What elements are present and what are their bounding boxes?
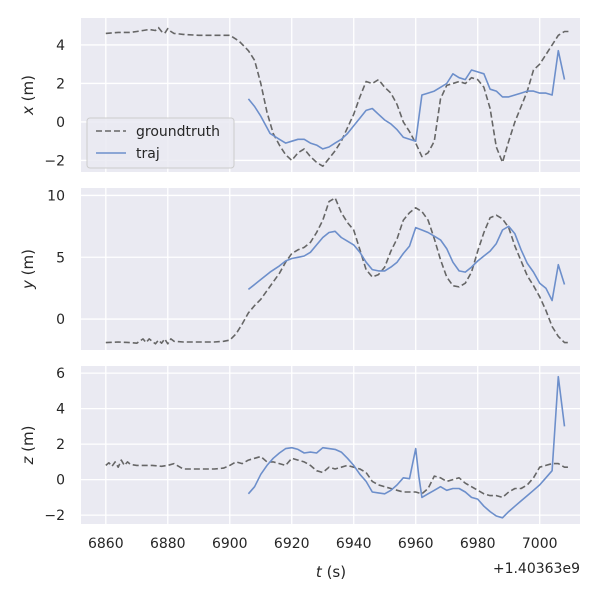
legend-traj-label: traj: [136, 146, 160, 162]
x-axis-label: t (s): [316, 563, 346, 581]
y-tick-label: 0: [56, 312, 65, 328]
y-tick-label: 6: [56, 366, 65, 382]
y-tick-label: 0: [56, 115, 65, 131]
y-axis-label: z (m): [19, 426, 37, 466]
x-tick-label: 7000: [522, 536, 558, 552]
series-line-traj: [247, 375, 566, 519]
panel-2: −2 0 2 4 6 z (m): [19, 366, 580, 524]
y-tick-label: 0: [56, 473, 65, 489]
x-tick-label: 6940: [336, 536, 372, 552]
panel-1: 0 5 10 y (m): [19, 188, 580, 350]
y-tick-label: 4: [56, 402, 65, 418]
x-tick-label: 6980: [460, 536, 496, 552]
series-group: [105, 375, 571, 519]
y-tick-label: 2: [56, 76, 65, 92]
y-axis-label: y (m): [19, 249, 37, 290]
series-line-traj: [247, 49, 566, 150]
y-tick-label: 4: [56, 38, 65, 54]
x-tick-label: 6900: [212, 536, 248, 552]
legend-groundtruth-label: groundtruth: [136, 124, 220, 140]
panel-background: [81, 188, 580, 350]
legend: groundtruth traj: [86, 117, 235, 169]
y-axis-label: x (m): [19, 75, 37, 116]
chart-panels: −2 0 2 4 x (m) 0 5 10 y (m) −2 0 2 4 6 z (m) 6860 6880 69…: [19, 18, 580, 552]
panel-background: [81, 366, 580, 524]
series-group: [105, 26, 571, 167]
series-line-groundtruth: [105, 197, 571, 345]
series-line-groundtruth: [105, 455, 571, 499]
y-tick-label: 10: [47, 188, 65, 204]
x-tick-label: 6960: [398, 536, 434, 552]
x-tick-label: 6920: [274, 536, 310, 552]
series-line-traj: [247, 225, 566, 302]
series-line-groundtruth: [105, 26, 571, 167]
x-axis-offset-label: +1.40363e9: [493, 561, 580, 577]
series-group: [105, 197, 571, 345]
y-tick-label: −2: [44, 153, 65, 169]
y-tick-label: 2: [56, 437, 65, 453]
y-tick-label: −2: [44, 508, 65, 524]
x-tick-label: 6860: [88, 536, 124, 552]
x-tick-label: 6880: [150, 536, 186, 552]
y-tick-label: 5: [56, 250, 65, 266]
